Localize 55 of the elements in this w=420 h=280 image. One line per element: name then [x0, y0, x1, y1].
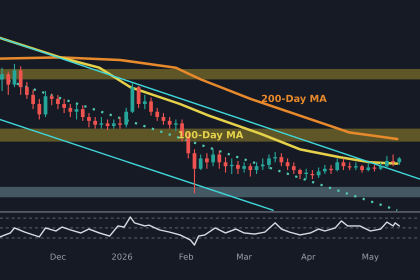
candlestick	[37, 98, 42, 120]
candlestick	[149, 96, 153, 116]
candlestick	[162, 112, 166, 126]
x-tick-label: Dec	[50, 254, 66, 260]
candlestick	[248, 163, 252, 178]
candlestick	[198, 154, 203, 171]
candlestick	[18, 66, 23, 96]
candlestick	[280, 152, 284, 167]
candlestick	[25, 81, 29, 100]
candlestick	[335, 158, 340, 172]
candlestick	[224, 156, 228, 174]
candlestick	[192, 148, 196, 194]
candlestick	[12, 63, 16, 88]
candlestick	[217, 150, 222, 170]
series-label: 200-Day MA	[262, 94, 327, 104]
x-tick-label: Mar	[237, 254, 252, 260]
candlestick	[236, 160, 240, 175]
candlestick	[254, 162, 258, 175]
candlestick	[62, 98, 66, 114]
candlestick	[267, 154, 271, 170]
x-tick-label: Feb	[180, 253, 194, 260]
candlestick	[31, 89, 35, 110]
candlestick	[322, 164, 327, 175]
candlestick	[342, 158, 346, 171]
candlestick	[385, 155, 389, 170]
candlestick	[366, 163, 370, 172]
candlestick	[124, 107, 128, 128]
candlestick	[68, 103, 72, 118]
candlestick	[74, 103, 78, 120]
candlestick	[316, 166, 320, 178]
candlestick	[211, 148, 215, 167]
candlestick	[56, 94, 60, 110]
candlestick	[242, 162, 246, 174]
candlestick	[106, 118, 110, 130]
candlestick	[87, 112, 91, 128]
candlestick	[273, 151, 278, 163]
candlestick	[292, 162, 296, 175]
x-tick-label: May	[362, 254, 379, 262]
candlestick	[286, 158, 290, 171]
x-tick-label: 2026	[112, 253, 132, 260]
candlestick	[50, 93, 54, 106]
candlestick	[0, 67, 4, 92]
candlestick	[44, 90, 48, 118]
candlestick	[6, 71, 10, 96]
candlestick	[304, 168, 308, 180]
candlestick	[136, 85, 140, 108]
candlestick	[112, 118, 116, 130]
candlestick	[142, 94, 147, 110]
candlestick	[391, 154, 395, 167]
x-tick-label: Apr	[301, 254, 316, 262]
candlestick	[298, 168, 302, 180]
candlestick	[155, 107, 160, 122]
candlestick	[205, 152, 209, 170]
candlestick	[80, 104, 85, 122]
candlestick	[310, 170, 314, 180]
